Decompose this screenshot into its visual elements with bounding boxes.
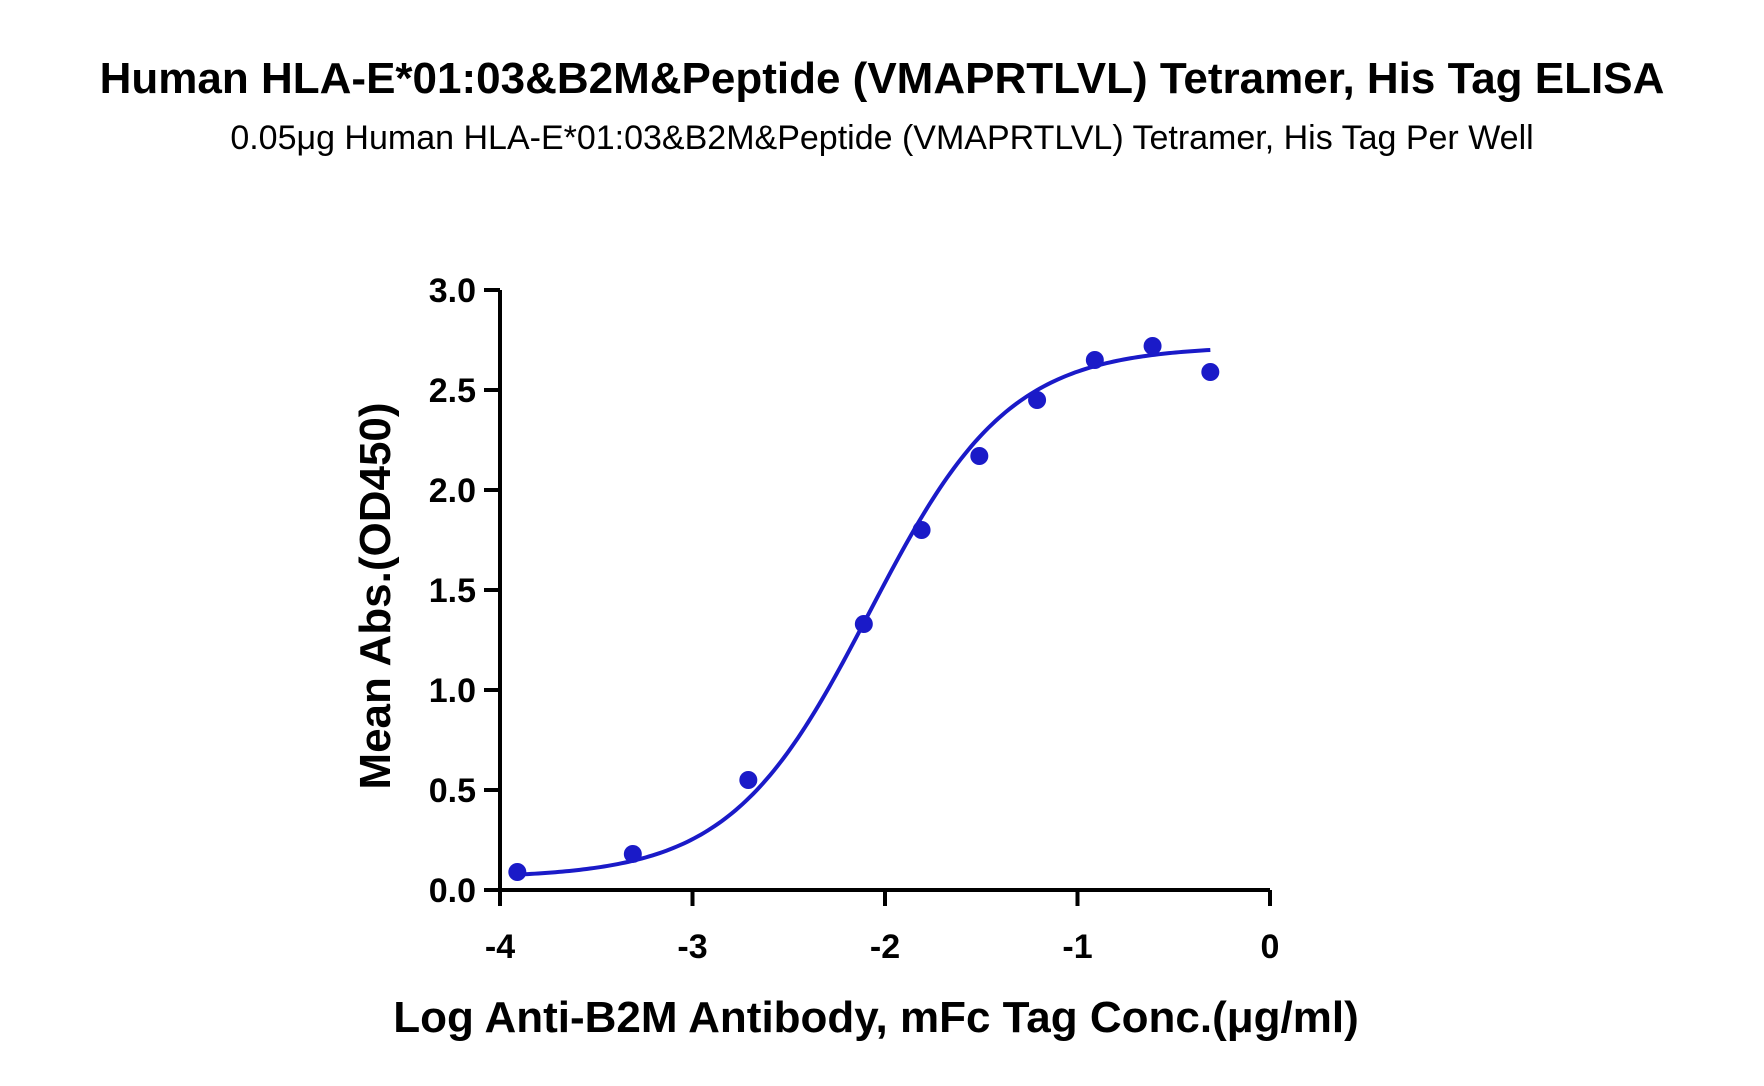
x-tick-label: -4 (485, 928, 515, 966)
y-tick-label: 2.0 (429, 472, 476, 510)
y-tick-label: 0.0 (429, 872, 476, 910)
chart-title: Human HLA-E*01:03&B2M&Peptide (VMAPRTLVL… (100, 54, 1665, 103)
data-point (1143, 337, 1162, 355)
chart-subtitle: 0.05μg Human HLA-E*01:03&B2M&Peptide (VM… (230, 119, 1533, 157)
y-tick-label: 0.5 (429, 772, 476, 810)
y-tick-label: 1.0 (429, 672, 476, 710)
y-axis-label: Mean Abs.(OD450) (351, 402, 400, 789)
x-tick-label: 0 (1261, 928, 1280, 966)
y-tick-label: 3.0 (429, 272, 476, 310)
y-tick-label: 1.5 (429, 572, 476, 610)
data-points (508, 337, 1220, 881)
data-point (970, 447, 989, 465)
x-tick-label: -1 (1062, 928, 1092, 966)
data-point (854, 615, 873, 633)
data-point (508, 863, 527, 881)
x-axis-ticks: -4 -3 -2 -1 0 (485, 890, 1280, 966)
x-tick-label: -2 (870, 928, 900, 966)
x-tick-label: -3 (677, 928, 707, 966)
y-tick-label: 2.5 (429, 372, 476, 410)
axes (498, 290, 1270, 892)
data-point (1028, 391, 1047, 409)
data-point (1085, 351, 1104, 369)
data-point (1201, 363, 1220, 381)
fit-curve (517, 347, 1211, 877)
data-point (623, 845, 642, 863)
data-point (739, 771, 758, 789)
data-point (912, 521, 931, 539)
y-axis-ticks: 0.0 0.5 1.0 1.5 2.0 2.5 3.0 (429, 272, 500, 910)
x-axis-label: Log Anti-B2M Antibody, mFc Tag Conc.(μg/… (393, 993, 1359, 1042)
